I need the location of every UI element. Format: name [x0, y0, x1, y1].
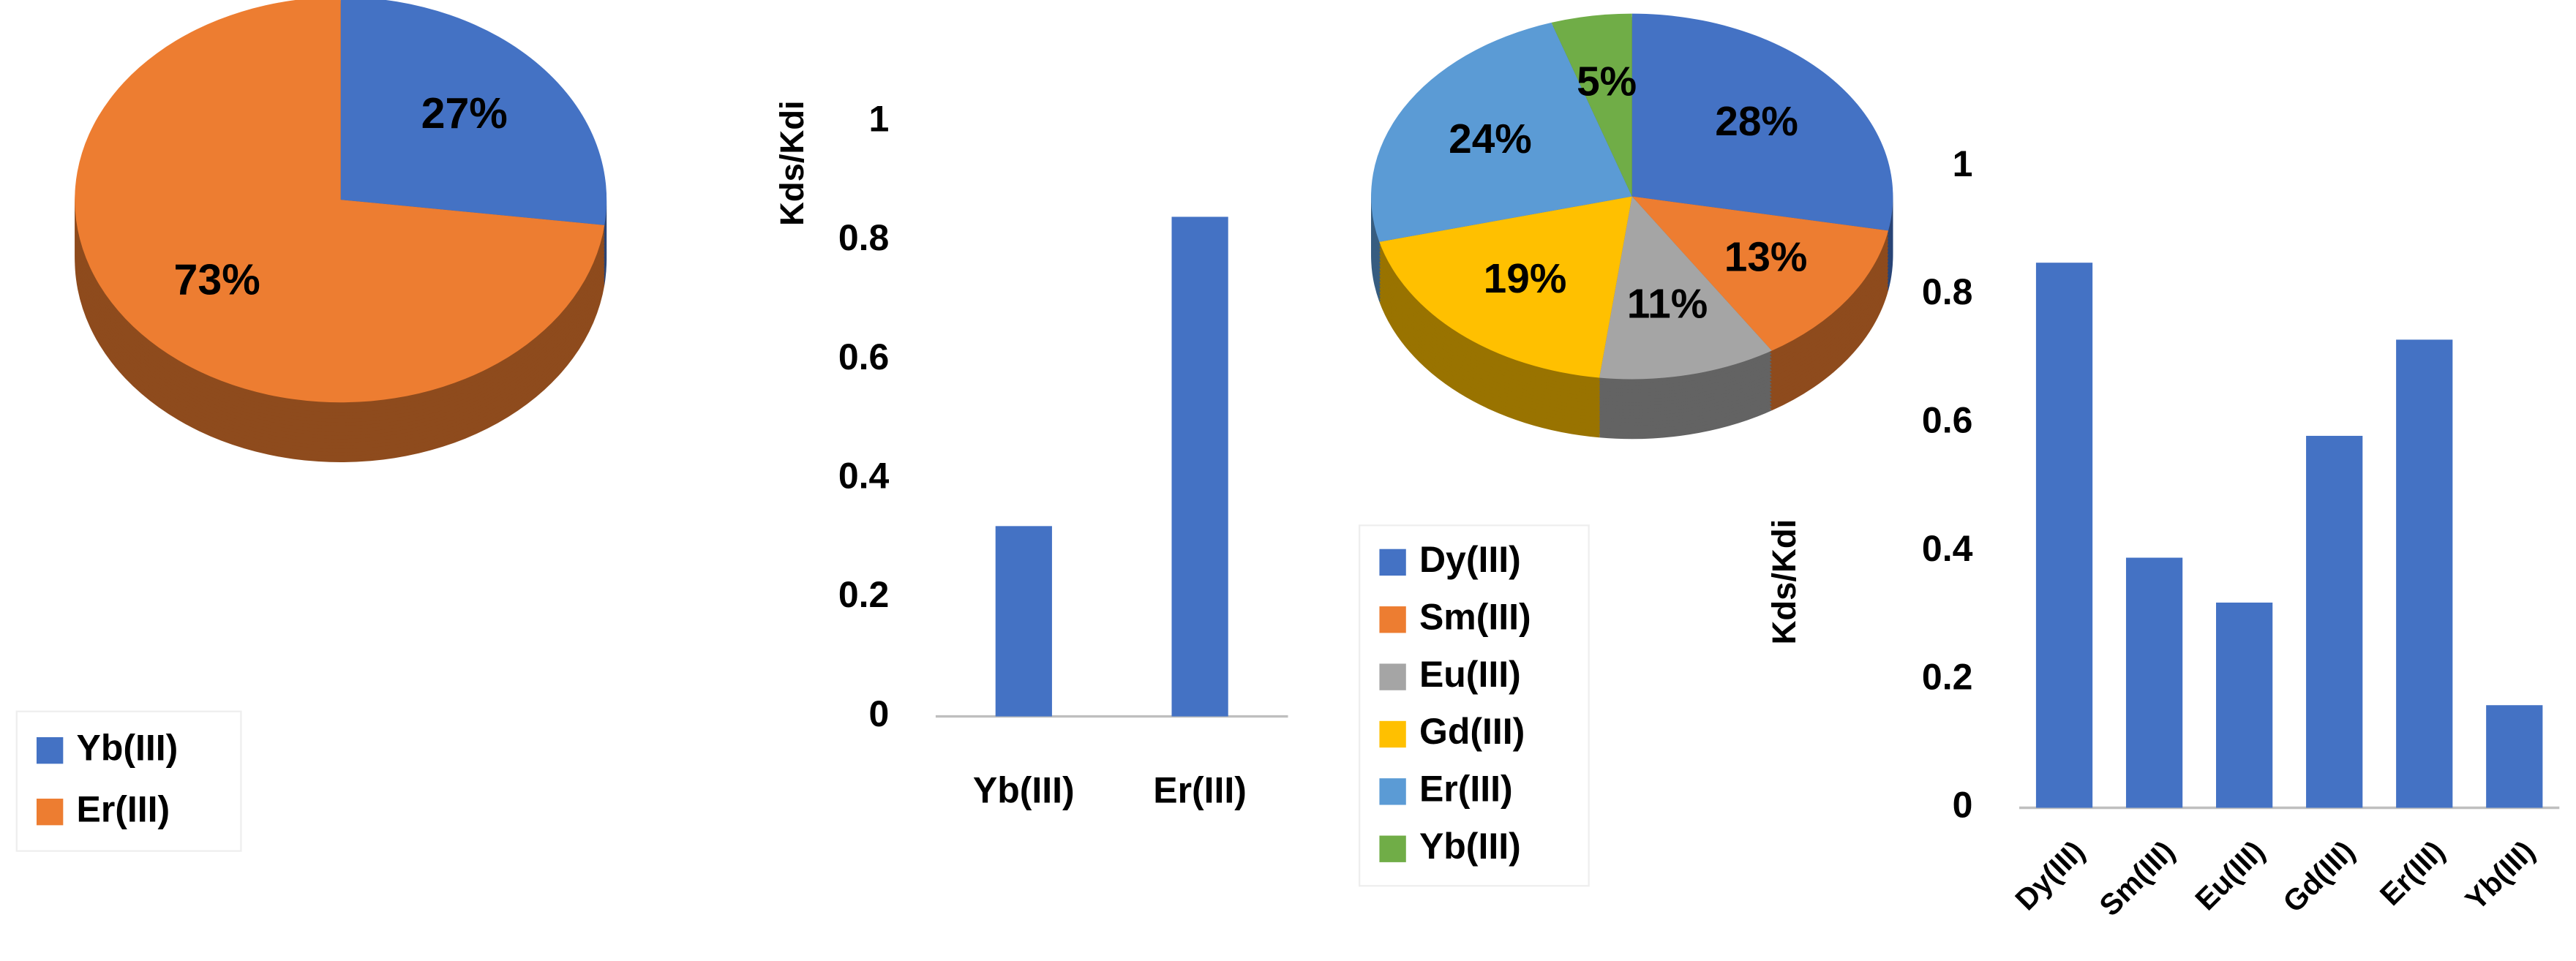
- bar: [2035, 263, 2093, 808]
- bar: [2486, 705, 2543, 808]
- y-tick-label: 0: [869, 693, 890, 734]
- bar: [2396, 339, 2453, 808]
- legend-swatch: [1379, 663, 1406, 690]
- pie-slice: [75, 0, 605, 403]
- pie-slice: [1631, 196, 1889, 351]
- pie-label: 24%: [1449, 116, 1532, 162]
- y-axis-label: Kds/Kdi: [773, 100, 811, 226]
- y-tick-label: 1: [1953, 143, 1973, 184]
- x-tick-label: Gd(III): [2276, 834, 2361, 919]
- y-tick-label: 1: [869, 99, 890, 140]
- pie-slice: [1379, 196, 1632, 378]
- y-tick-label: 0: [1953, 785, 1973, 826]
- x-tick-label: Er(III): [1153, 769, 1247, 810]
- legend-label: Yb(III): [1419, 826, 1521, 867]
- legend-label: Gd(III): [1419, 711, 1525, 752]
- pie-label: 27%: [421, 89, 508, 137]
- pie-label: 11%: [1627, 282, 1708, 328]
- bar: [995, 526, 1052, 717]
- legend-label: Eu(III): [1419, 654, 1521, 695]
- bar: [1171, 216, 1228, 717]
- x-tick-label: Sm(III): [2092, 834, 2181, 922]
- legend-swatch: [1379, 549, 1406, 576]
- legend-label: Dy(III): [1419, 539, 1521, 580]
- pie-label: 28%: [1715, 99, 1798, 145]
- pie-slice: [1599, 196, 1772, 380]
- legend-swatch: [36, 799, 64, 826]
- x-tick-label: Dy(III): [2008, 834, 2091, 916]
- pie-slice: [340, 0, 607, 225]
- legend-label: Er(III): [76, 788, 170, 829]
- x-tick-label: Er(III): [2373, 834, 2451, 911]
- legend-swatch: [1379, 606, 1406, 633]
- legend-swatch: [36, 736, 64, 764]
- y-tick-label: 0.8: [1922, 271, 1972, 312]
- x-tick-label: Yb(III): [973, 769, 1075, 810]
- pie-label: 73%: [174, 255, 260, 304]
- y-tick-label: 0.6: [838, 336, 889, 377]
- legend-swatch: [1379, 835, 1406, 862]
- x-tick-label: Eu(III): [2189, 834, 2272, 916]
- pie-label: 13%: [1724, 235, 1808, 281]
- legend-label: Sm(III): [1419, 596, 1531, 637]
- pie-slice: [1631, 13, 1893, 231]
- bar: [2125, 557, 2183, 808]
- bar: [2306, 435, 2363, 808]
- bar: [2216, 602, 2273, 808]
- y-axis-label: Kds/Kdi: [1765, 519, 1803, 645]
- pie-slice: [1371, 22, 1632, 242]
- pie-slice: [1551, 13, 1632, 197]
- y-tick-label: 0.2: [838, 574, 889, 615]
- legend-box: [1359, 524, 1590, 887]
- legend-box: [15, 710, 242, 852]
- y-tick-label: 0.4: [1922, 528, 1973, 569]
- legend-label: Er(III): [1419, 769, 1513, 810]
- pie-label: 19%: [1484, 256, 1567, 302]
- y-tick-label: 0.6: [1922, 400, 1972, 441]
- y-tick-label: 0.2: [1922, 656, 1972, 697]
- pie-label: 5%: [1577, 59, 1637, 105]
- y-tick-label: 0.4: [838, 455, 890, 496]
- legend-swatch: [1379, 778, 1406, 805]
- x-tick-label: Yb(III): [2459, 834, 2542, 916]
- y-tick-label: 0.8: [838, 217, 889, 258]
- legend-swatch: [1379, 720, 1406, 748]
- legend-label: Yb(III): [76, 727, 178, 768]
